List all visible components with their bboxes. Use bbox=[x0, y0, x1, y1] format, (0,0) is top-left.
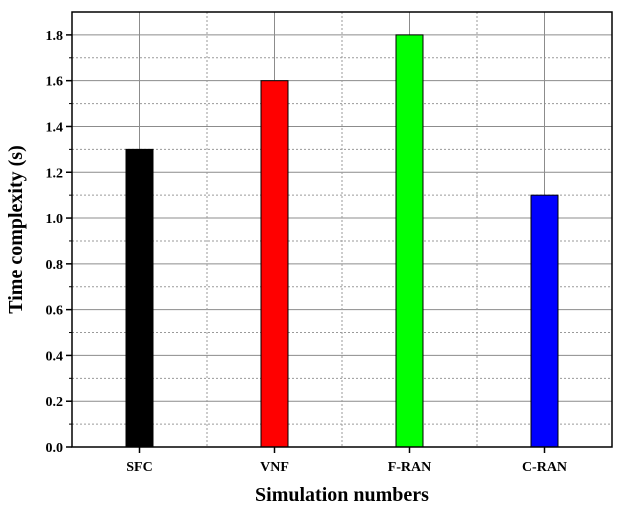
y-tick-label: 0.0 bbox=[46, 441, 64, 456]
x-axis-title: Simulation numbers bbox=[255, 484, 429, 506]
bar-f-ran bbox=[395, 34, 424, 448]
bar-vnf bbox=[260, 80, 289, 448]
y-tick-label: 0.6 bbox=[46, 304, 64, 319]
y-tick-label: 0.2 bbox=[46, 395, 64, 410]
y-tick-label: 0.8 bbox=[46, 258, 64, 273]
x-tick-label: C-RAN bbox=[522, 460, 567, 475]
y-tick-label: 1.4 bbox=[46, 120, 64, 135]
x-tick-label: F-RAN bbox=[388, 460, 432, 475]
x-tick-label: SFC bbox=[126, 460, 152, 475]
bar-sfc bbox=[125, 148, 154, 448]
y-tick-label: 1.6 bbox=[46, 75, 64, 90]
y-tick-labels: 0.0 0.2 0.4 0.6 0.8 1.0 1.2 1.4 1.6 1.8 bbox=[46, 29, 64, 456]
y-tick-label: 1.8 bbox=[46, 29, 64, 44]
tick-marks bbox=[66, 34, 546, 453]
y-tick-label: 1.0 bbox=[46, 212, 64, 227]
plot-frame bbox=[71, 11, 613, 448]
x-tick-labels: SFC VNF F-RAN C-RAN bbox=[126, 460, 567, 475]
bar-c-ran bbox=[530, 194, 559, 448]
y-axis-title: Time complexity (s) bbox=[5, 145, 27, 314]
y-tick-label: 1.2 bbox=[46, 166, 64, 181]
y-tick-label: 0.4 bbox=[46, 349, 64, 364]
x-tick-label: VNF bbox=[260, 460, 289, 475]
bars bbox=[125, 34, 559, 448]
